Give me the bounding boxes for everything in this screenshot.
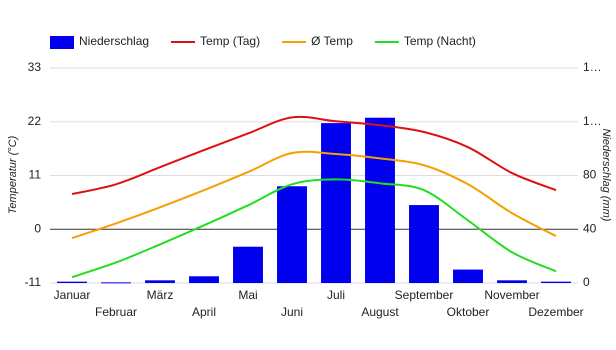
bar (321, 123, 351, 283)
x-tick-label: April (192, 305, 216, 319)
y2-tick-label: 0 (583, 275, 590, 289)
bar (189, 276, 219, 283)
legend-label: Temp (Nacht) (404, 34, 476, 48)
legend-swatch (50, 36, 74, 49)
y-tick-label: 33 (28, 60, 42, 74)
line (71, 115, 557, 196)
legend-label: Ø Temp (311, 34, 353, 48)
x-tick-label: Juni (281, 305, 303, 319)
y2-tick-label: 40 (583, 221, 597, 235)
y-tick-label: 22 (28, 114, 42, 128)
bar (409, 205, 439, 283)
x-tick-label: Oktober (447, 305, 490, 319)
x-tick-label: Januar (54, 288, 91, 302)
y-tick-label: 11 (29, 168, 42, 182)
bar (233, 246, 263, 283)
x-tick-label: Juli (327, 288, 345, 302)
bar (101, 282, 131, 284)
x-tick-label: Dezember (528, 305, 583, 319)
y2-tick-label: 80 (583, 168, 597, 182)
x-tick-label: Februar (95, 305, 137, 319)
y-tick-label: 0 (34, 221, 41, 235)
y2-tick-label: 1… (583, 114, 602, 128)
x-tick-label: März (147, 288, 174, 302)
bar (145, 280, 175, 283)
y2-axis-title: Niederschlag (mm) (600, 129, 612, 222)
line (71, 178, 557, 279)
y-axis-title: Temperatur (°C) (7, 135, 19, 214)
legend-label: Niederschlag (79, 34, 149, 48)
line (71, 150, 557, 239)
y2-tick-label: 1… (583, 60, 602, 74)
x-tick-label: November (484, 288, 539, 302)
y-tick-label: -11 (25, 275, 42, 289)
bar (541, 281, 571, 283)
x-tick-label: August (361, 305, 399, 319)
bar (497, 280, 527, 283)
legend-label: Temp (Tag) (200, 34, 260, 48)
bar (277, 186, 307, 283)
bar (365, 117, 395, 283)
bar (453, 269, 483, 283)
x-tick-label: September (395, 288, 454, 302)
bar (57, 281, 87, 283)
x-tick-label: Mai (238, 288, 257, 302)
